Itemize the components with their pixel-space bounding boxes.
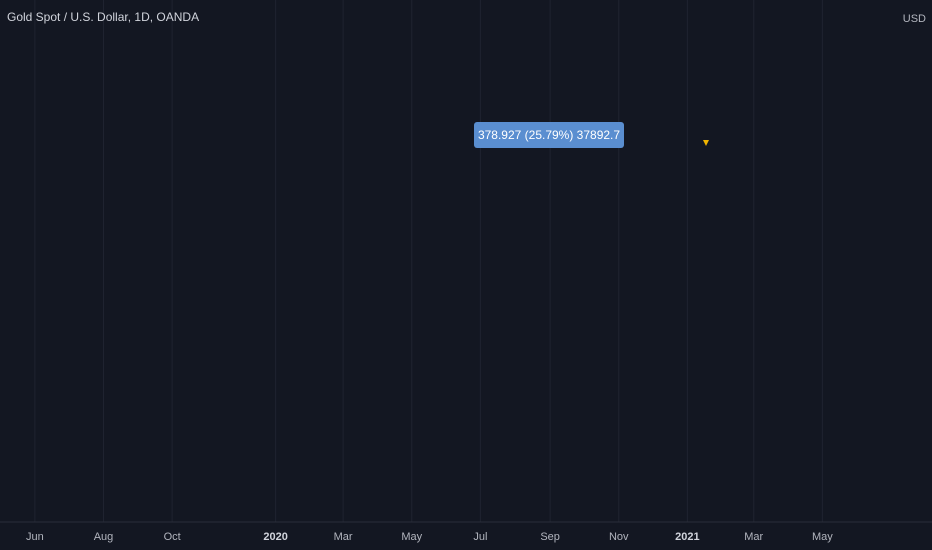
time-tick-label: Oct bbox=[164, 531, 181, 543]
measure-label: 378.927 (25.79%) 37892.7 bbox=[478, 128, 620, 142]
time-tick-label: Jun bbox=[26, 531, 44, 543]
time-axis-ticks: Jun Aug Oct 2020 Mar May Jul Sep Nov 2021 Mar May bbox=[26, 531, 833, 543]
time-axis[interactable] bbox=[0, 522, 932, 550]
measure-label-bg bbox=[474, 122, 624, 148]
time-tick-label: Mar bbox=[334, 531, 353, 543]
time-tick-label: Mar bbox=[744, 531, 763, 543]
time-tick-label: May bbox=[812, 531, 833, 543]
currency-label: USD bbox=[903, 13, 926, 25]
time-tick-label: 2021 bbox=[675, 531, 699, 543]
drawings-front: 378.927 (25.79%) 37892.7 bbox=[474, 122, 709, 148]
time-tick-label: Aug bbox=[94, 531, 114, 543]
time-tick-label: Jul bbox=[473, 531, 487, 543]
symbol-title: Gold Spot / U.S. Dollar, 1D, OANDA bbox=[7, 10, 200, 24]
price-alert-marker bbox=[703, 140, 709, 146]
time-tick-label: May bbox=[401, 531, 422, 543]
grid-lines bbox=[34, 0, 823, 522]
time-tick-label: Nov bbox=[609, 531, 629, 543]
price-axis[interactable] bbox=[873, 0, 932, 522]
time-tick-label: 2020 bbox=[263, 531, 287, 543]
time-tick-label: Sep bbox=[540, 531, 560, 543]
price-axis-ticks: 1300.0001400.0001500.0001600.0001700.000… bbox=[903, 13, 926, 25]
